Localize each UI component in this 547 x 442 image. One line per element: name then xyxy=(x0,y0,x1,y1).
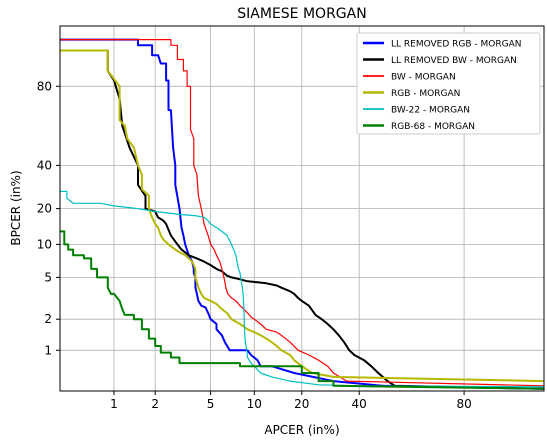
y-axis-label: BPCER (in%) xyxy=(9,170,23,245)
x-tick-label: 20 xyxy=(294,397,309,411)
y-tick-label: 2 xyxy=(44,312,52,326)
x-tick-label: 2 xyxy=(151,397,159,411)
ticks: 1 2 5 10 20 40 80 1 2 5 10 20 40 80 xyxy=(37,79,472,411)
y-tick-label: 20 xyxy=(37,202,52,216)
legend-items: LL REMOVED RGB - MORGAN LL REMOVED BW - M… xyxy=(363,40,522,132)
y-tick-label: 1 xyxy=(44,343,52,357)
x-tick-label: 1 xyxy=(110,397,118,411)
legend-label: RGB-68 - MORGAN xyxy=(391,122,475,132)
y-tick-label: 10 xyxy=(37,237,52,251)
legend: LL REMOVED RGB - MORGAN LL REMOVED BW - M… xyxy=(356,32,541,135)
x-axis-label: APCER (in%) xyxy=(264,423,339,437)
x-tick-label: 40 xyxy=(352,397,367,411)
legend-label: BW - MORGAN xyxy=(391,73,456,83)
series-line-rgb-morgan xyxy=(60,49,544,383)
legend-box xyxy=(356,32,541,135)
legend-label: RGB - MORGAN xyxy=(391,89,460,99)
legend-label: LL REMOVED RGB - MORGAN xyxy=(391,40,522,50)
y-tick-label: 80 xyxy=(37,79,52,93)
series-line-bw-morgan xyxy=(60,39,544,387)
y-tick-label: 5 xyxy=(44,270,52,284)
series-line-rgb-68-morgan xyxy=(60,230,544,390)
legend-label: BW-22 - MORGAN xyxy=(391,106,470,116)
chart-title: SIAMESE MORGAN xyxy=(237,6,366,22)
series-line-bw-22-morgan xyxy=(60,190,544,388)
x-tick-label: 80 xyxy=(456,397,471,411)
series-line-ll-removed-bw-morgan xyxy=(60,49,544,390)
legend-label: LL REMOVED BW - MORGAN xyxy=(391,56,517,66)
x-tick-label: 10 xyxy=(247,397,262,411)
series-group xyxy=(60,38,544,390)
x-tick-label: 5 xyxy=(207,397,215,411)
y-tick-label: 40 xyxy=(37,158,52,172)
